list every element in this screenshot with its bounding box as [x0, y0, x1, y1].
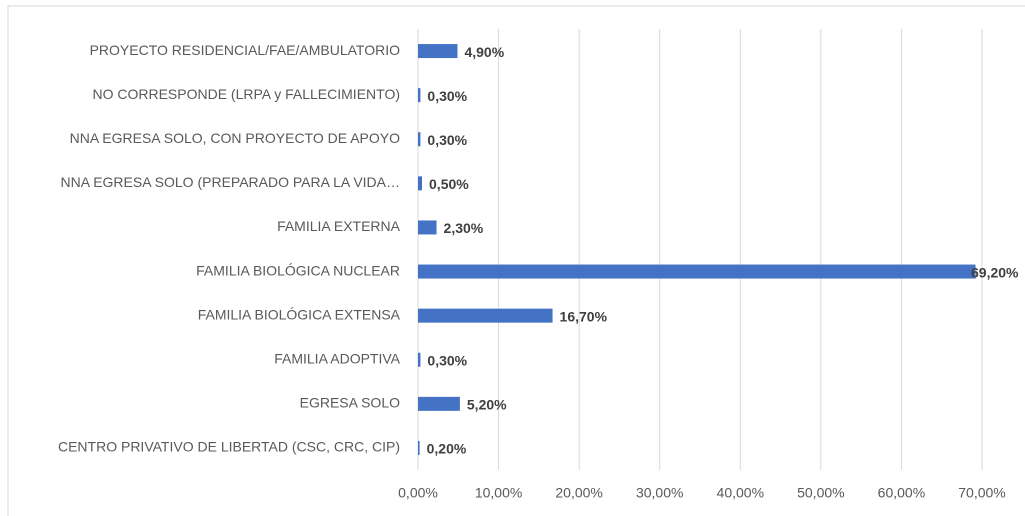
bar — [418, 88, 421, 103]
bar — [418, 220, 437, 235]
x-tick-label: 20,00% — [555, 485, 602, 501]
x-tick-label: 40,00% — [717, 485, 764, 501]
x-tick-label: 30,00% — [636, 485, 683, 501]
bar — [418, 264, 976, 279]
value-label: 2,30% — [444, 220, 484, 236]
x-tick-label: 60,00% — [878, 485, 925, 501]
y-tick-label: NNA EGRESA SOLO (PREPARADO PARA LA VIDA… — [61, 174, 400, 190]
value-label: 0,20% — [427, 441, 467, 457]
y-tick-label: FAMILIA BIOLÓGICA NUCLEAR — [196, 262, 400, 278]
bar — [418, 176, 423, 191]
bar — [418, 132, 421, 147]
y-tick-label: PROYECTO RESIDENCIAL/FAE/AMBULATORIO — [90, 42, 401, 58]
value-label: 4,90% — [464, 44, 504, 60]
y-tick-label: EGRESA SOLO — [300, 395, 400, 411]
x-tick-label: 70,00% — [958, 485, 1005, 501]
bar — [418, 440, 420, 455]
x-tick-label: 10,00% — [475, 485, 522, 501]
bar — [418, 396, 460, 411]
value-label: 0,30% — [427, 132, 467, 148]
chart-frame — [7, 5, 1025, 516]
bar — [418, 308, 553, 323]
bar — [418, 44, 458, 59]
y-tick-label: NO CORRESPONDE (LRPA y FALLECIMIENTO) — [92, 86, 400, 102]
y-tick-label: CENTRO PRIVATIVO DE LIBERTAD (CSC, CRC, … — [58, 439, 400, 455]
x-tick-label: 0,00% — [398, 485, 438, 501]
value-label: 69,20% — [971, 264, 1019, 280]
x-tick-label: 50,00% — [797, 485, 844, 501]
y-tick-label: FAMILIA ADOPTIVA — [274, 350, 400, 366]
y-tick-label: FAMILIA EXTERNA — [277, 218, 401, 234]
value-label: 16,70% — [560, 308, 608, 324]
y-tick-label: FAMILIA BIOLÓGICA EXTENSA — [198, 306, 401, 322]
value-label: 0,30% — [427, 88, 467, 104]
value-label: 0,30% — [427, 352, 467, 368]
value-label: 5,20% — [467, 397, 507, 413]
value-label: 0,50% — [429, 176, 469, 192]
y-tick-label: NNA EGRESA SOLO, CON PROYECTO DE APOYO — [70, 130, 400, 146]
bar — [418, 352, 421, 367]
